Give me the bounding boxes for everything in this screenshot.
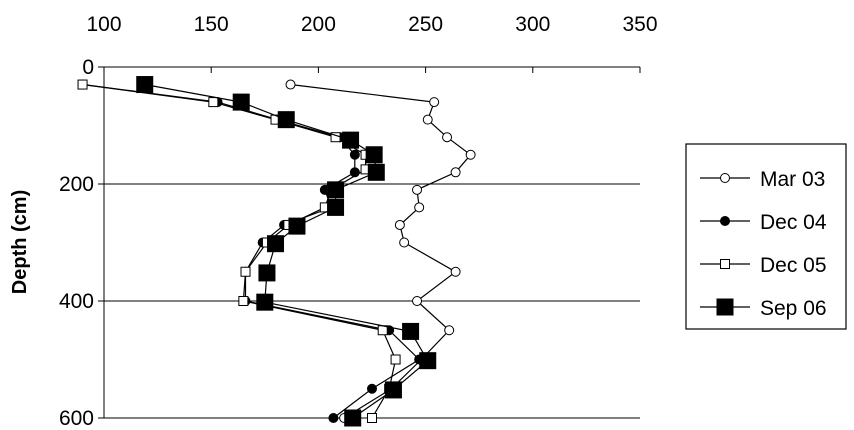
gridlines [104, 183, 640, 419]
legend-marker-mar-03 [720, 173, 730, 183]
series-sep-06 [136, 76, 437, 427]
legend-label-sep-06: Sep 06 [760, 297, 827, 320]
data-point-sep-06 [367, 163, 385, 181]
x-tick-label: 200 [301, 13, 336, 36]
series-dec-05 [77, 79, 401, 423]
data-point-sep-06 [232, 93, 250, 111]
data-point-sep-06 [365, 146, 383, 164]
data-point-sep-06 [344, 409, 362, 427]
legend-label-dec-05: Dec 05 [760, 254, 827, 277]
data-point-sep-06 [267, 235, 285, 253]
y-tick-label: 0 [82, 56, 94, 79]
y-tick-label: 400 [59, 290, 94, 313]
data-point-sep-06 [136, 76, 154, 94]
data-point-dec-05 [77, 79, 88, 90]
data-point-sep-06 [288, 217, 306, 235]
data-point-mar-03 [414, 202, 425, 213]
data-point-dec-05 [367, 413, 377, 423]
data-point-sep-06 [402, 322, 420, 340]
y-axis-label: Depth (cm) [9, 190, 31, 294]
data-point-mar-03 [465, 149, 476, 160]
x-tick-label: 250 [408, 13, 443, 36]
series-line-sep-06 [144, 83, 429, 419]
data-point-mar-03 [285, 79, 296, 90]
data-point-sep-06 [256, 293, 274, 311]
data-point-mar-03 [412, 296, 423, 306]
x-tick-label: 150 [194, 13, 229, 36]
legend-marker-sep-06 [716, 298, 734, 316]
series-line-dec-05 [82, 83, 397, 419]
data-point-dec-05 [208, 97, 219, 108]
data-point-mar-03 [450, 266, 461, 277]
data-point-dec-04 [349, 149, 360, 160]
legend-marker-dec-04 [720, 216, 730, 226]
data-point-mar-03 [399, 237, 410, 248]
x-tick-label: 300 [515, 13, 550, 36]
data-point-dec-05 [240, 266, 251, 277]
x-tick-label: 100 [86, 13, 121, 36]
series-dec-04 [77, 79, 425, 423]
data-point-dec-05 [238, 296, 249, 306]
series-group [77, 76, 476, 427]
legend: Mar 03 Dec 04 Dec 05 Sep 06 [685, 143, 847, 330]
axes: 0 200 400 600 100 150 200 250 300 350 [59, 13, 658, 430]
data-point-dec-05 [377, 325, 388, 336]
data-point-dec-04 [367, 383, 377, 394]
data-point-sep-06 [327, 181, 345, 199]
data-point-sep-06 [277, 111, 295, 129]
data-point-mar-03 [412, 184, 423, 195]
legend-label-mar-03: Mar 03 [760, 168, 825, 191]
data-point-sep-06 [384, 381, 402, 399]
data-point-sep-06 [327, 198, 345, 216]
data-point-sep-06 [258, 264, 276, 282]
legend-box [685, 143, 847, 330]
legend-marker-dec-05 [720, 259, 730, 269]
x-tick-label: 350 [622, 13, 657, 36]
data-point-sep-06 [419, 352, 437, 370]
data-point-sep-06 [342, 131, 360, 149]
data-point-dec-05 [390, 354, 401, 365]
legend-label-dec-04: Dec 04 [760, 211, 827, 234]
data-point-mar-03 [450, 167, 461, 178]
series-line-dec-04 [82, 83, 421, 419]
data-point-mar-03 [442, 132, 453, 143]
data-point-mar-03 [429, 97, 440, 108]
data-point-dec-04 [328, 413, 339, 423]
data-point-mar-03 [444, 325, 455, 336]
y-tick-label: 200 [59, 173, 94, 196]
y-tick-label: 600 [59, 407, 94, 430]
data-point-mar-03 [394, 219, 405, 230]
data-point-mar-03 [422, 114, 433, 125]
series-line-mar-03 [290, 83, 472, 419]
